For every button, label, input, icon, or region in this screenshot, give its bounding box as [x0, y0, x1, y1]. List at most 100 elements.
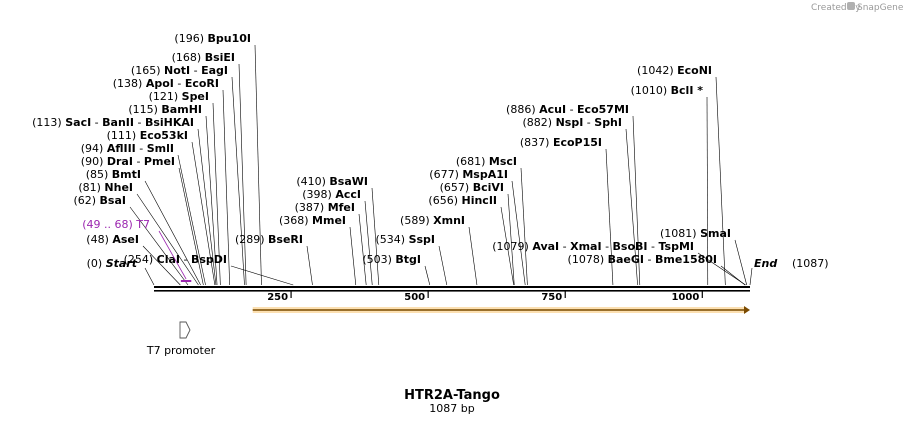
site-enzyme-name: Eco57MI [577, 103, 629, 116]
site-enzyme-name: SspI [409, 233, 435, 246]
site-label-85: (85) BmtI [86, 168, 141, 181]
site-enzyme-name: BsaWI [329, 175, 368, 188]
site-position: (121) [149, 90, 182, 103]
site-label-94: (94) AflIII - SmlI [81, 142, 174, 155]
site-leader-1010 [706, 96, 709, 286]
feature-range: (49 .. 68) [82, 218, 136, 231]
site-separator: - [133, 155, 144, 168]
site-enzyme-name: BmtI [112, 168, 141, 181]
site-position: (90) [81, 155, 107, 168]
site-enzyme-name: NotI [164, 64, 190, 77]
site-separator: - [134, 116, 145, 129]
site-leader-368 [349, 226, 357, 286]
site-position: (94) [81, 142, 107, 155]
site-separator: - [136, 142, 147, 155]
site-separator: - [644, 253, 655, 266]
site-label-138: (138) ApoI - EcoRI [113, 77, 219, 90]
feature-label-0: (49 .. 68) T7 [82, 218, 150, 231]
site-label-168: (168) BsiEI [172, 51, 235, 64]
site-leader-168 [238, 63, 247, 286]
site-position: (115) [128, 103, 161, 116]
site-position: (657) [440, 181, 473, 194]
site-enzyme-name: XmnI [433, 214, 465, 227]
site-position: (81) [78, 181, 104, 194]
axis-tick-label-750: 750 [541, 292, 562, 303]
site-enzyme-name: EagI [201, 64, 228, 77]
site-position: (113) [32, 116, 65, 129]
site-enzyme-name: HincII [461, 194, 497, 207]
site-enzyme-name: SmaI [700, 227, 731, 240]
site-label-1078: (1078) BaeGI - Bme1580I [568, 253, 717, 266]
site-position: (410) [296, 175, 329, 188]
site-enzyme-name: ClaI [157, 253, 180, 266]
site-enzyme-name: DraI [107, 155, 133, 168]
axis-tick-label-250: 250 [267, 292, 288, 303]
site-label-289: (289) BseRI [235, 233, 303, 246]
start-name: Start [106, 257, 138, 270]
site-leader-657 [507, 193, 515, 286]
start-pos: (0) [87, 257, 106, 270]
site-enzyme-name: EcoRI [185, 77, 219, 90]
site-label-196: (196) Bpu10I [174, 32, 251, 45]
site-label-62: (62) BsaI [73, 194, 126, 207]
site-position: (168) [172, 51, 205, 64]
site-enzyme-name: BspDI [191, 253, 227, 266]
site-enzyme-name: AflIII [107, 142, 136, 155]
site-label-1010: (1010) BclI * [631, 84, 704, 97]
site-leader-387 [358, 213, 367, 286]
site-enzyme-name: EcoNI [677, 64, 712, 77]
site-leader-138 [222, 89, 230, 286]
site-enzyme-name: BclI * [671, 84, 704, 97]
site-label-681: (681) MscI [456, 155, 517, 168]
backbone-top-strand [154, 286, 750, 288]
site-separator: - [190, 64, 201, 77]
site-position: (111) [107, 129, 140, 142]
site-enzyme-name: MmeI [312, 214, 346, 227]
snapgene-logo-icon [847, 2, 855, 10]
site-leader-503 [424, 265, 431, 286]
site-enzyme-name: MspA1I [462, 168, 508, 181]
site-label-111: (111) Eco53kI [107, 129, 188, 142]
promoter-arrow-icon [179, 321, 191, 339]
site-leader-534 [438, 245, 448, 286]
axis-tick-label-1000: 1000 [671, 292, 699, 303]
site-enzyme-name: Bpu10I [208, 32, 252, 45]
site-enzyme-name: BsoBI [613, 240, 648, 253]
site-label-1042: (1042) EcoNI [637, 64, 712, 77]
site-separator: - [91, 116, 102, 129]
site-position: (1081) [660, 227, 700, 240]
site-label-398: (398) AccI [302, 188, 361, 201]
site-label-1081: (1081) SmaI [660, 227, 731, 240]
site-leader-681 [520, 167, 528, 286]
site-label-837: (837) EcoP15I [520, 136, 602, 149]
site-position: (138) [113, 77, 146, 90]
site-position: (837) [520, 136, 553, 149]
site-label-368: (368) MmeI [279, 214, 346, 227]
site-label-115: (115) BamHI [128, 103, 202, 116]
site-position: (882) [522, 116, 555, 129]
site-position: (681) [456, 155, 489, 168]
site-leader-1079 [697, 252, 746, 286]
site-leader-111 [191, 141, 216, 286]
site-enzyme-name: MfeI [328, 201, 355, 214]
features-layer: (49 .. 68) T7 T7 promoter [82, 218, 750, 357]
site-position: (656) [428, 194, 461, 207]
site-label-657: (657) BciVI [440, 181, 504, 194]
orf-arrowhead-icon [744, 306, 750, 314]
site-label-589: (589) XmnI [400, 214, 465, 227]
site-enzyme-name: AcuI [539, 103, 566, 116]
site-enzyme-name: AccI [335, 188, 361, 201]
site-enzyme-name: SphI [594, 116, 622, 129]
site-leader-1081 [734, 239, 748, 286]
site-leader-90 [178, 167, 204, 286]
site-position: (677) [429, 168, 462, 181]
end-marker-position: (1087) [792, 257, 829, 270]
site-position: (254) [124, 253, 157, 266]
site-label-503: (503) BtgI [362, 253, 421, 266]
site-leader-115 [205, 115, 218, 286]
site-position: (1010) [631, 84, 671, 97]
site-enzyme-name: BseRI [268, 233, 303, 246]
site-enzyme-name: SmlI [147, 142, 174, 155]
backbone-layer: 250 500 750 1000 [154, 286, 750, 303]
site-position: (1042) [637, 64, 677, 77]
